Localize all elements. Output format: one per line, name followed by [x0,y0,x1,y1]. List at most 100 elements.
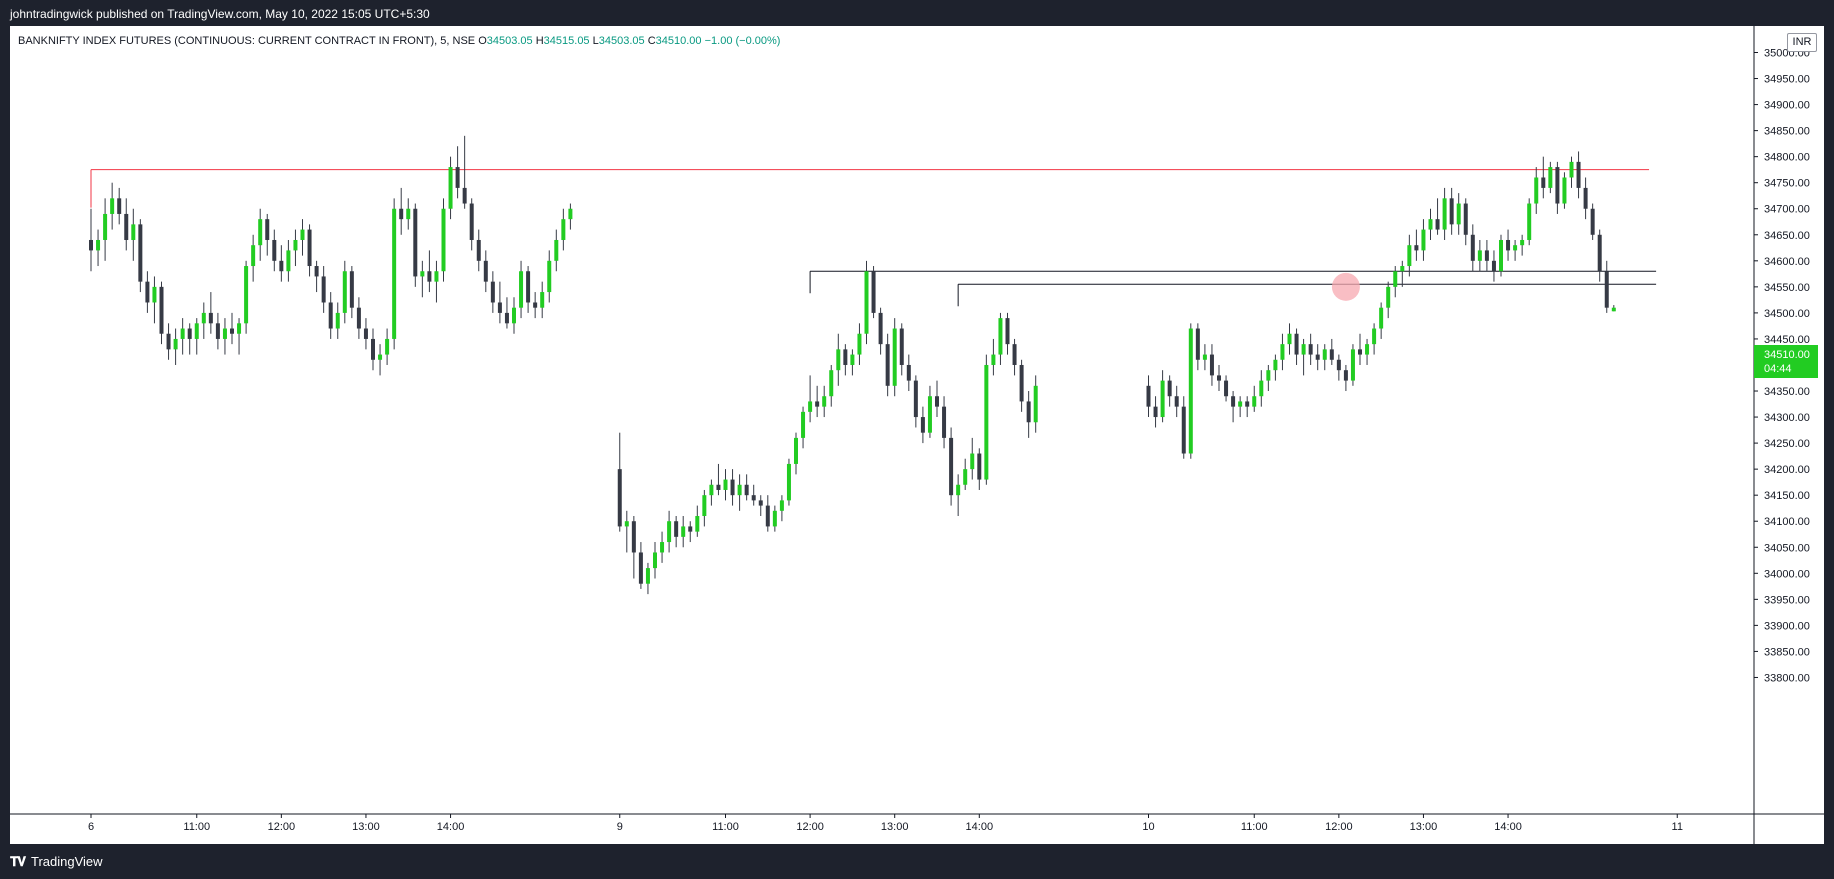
candle-body-up [244,266,249,324]
candle-body-down [145,281,150,303]
candle [385,328,390,365]
candle-body-down [942,406,947,438]
candle [1449,187,1454,235]
candle [1287,323,1292,355]
candle-body-up [420,271,425,277]
candle [779,495,784,522]
candle [512,297,516,334]
chart-frame[interactable]: 35000.00 34950.00 34900.00 34850.00 34800.00… [10,26,1824,844]
candle-body-up [1160,380,1165,418]
candle [89,208,93,272]
candle [1181,396,1186,459]
candle [836,333,841,386]
candle [667,510,672,553]
candle [124,198,129,251]
candle [1477,239,1482,272]
candle-body-down [187,328,192,339]
candle [483,250,488,293]
candle [1033,375,1038,433]
candle [363,318,368,350]
candle [631,516,636,579]
candle-body-down [730,479,735,496]
candle [328,292,333,339]
candle [1590,203,1595,240]
candle-body-down [935,396,939,407]
candle-body-down [1146,385,1151,407]
candle-body-up [1400,266,1405,272]
price-tick-label: 33900.00 [1764,620,1810,632]
candle [730,469,735,506]
candle-body-up [300,229,305,240]
candle-body-down [371,338,375,360]
candle [1308,333,1313,365]
candle-body-down [885,344,890,386]
candle [920,406,925,444]
candle [152,276,157,324]
candle-body-down [843,349,848,365]
candle [674,516,679,548]
candle [949,427,954,506]
price-tick-label: 34350.00 [1764,386,1810,398]
candle-body-up [201,312,206,324]
candle-body-up [378,354,383,360]
candle-body-up [385,338,390,355]
candle [1435,198,1440,235]
candle [1541,156,1546,199]
candle [1421,219,1426,261]
price-axis[interactable]: 35000.0034950.0034900.0034850.0034800.00… [1754,48,1810,685]
candle [441,198,446,282]
change-value: −1.00 (−0.00%) [704,35,781,47]
candle [293,229,298,267]
candle [956,474,961,517]
candle-body-up [857,333,862,355]
candle-body-up [1520,239,1525,246]
chart-canvas[interactable]: 35000.0034950.0034900.0034850.0034800.00… [10,26,1824,844]
candle-body-down [349,271,354,308]
candle-body-up [1252,396,1257,407]
axes [10,26,1824,844]
candle-body-down [758,500,763,506]
candle-body-down [124,213,129,240]
candle-body-up [653,552,657,569]
candle-body-down [469,203,474,240]
candle-body-up [1456,203,1461,225]
candle-body-up [554,239,559,261]
candle-body-down [328,302,333,329]
candle [723,469,728,501]
candle-body-down [117,198,122,214]
candle [1153,396,1158,428]
candle-body-up [1407,245,1412,267]
candle [166,323,171,360]
candle [864,260,869,345]
candle [906,354,911,392]
symbol-legend[interactable]: BANKNIFTY INDEX FUTURES (CONTINUOUS: CUR… [18,35,780,47]
candle [1012,338,1017,376]
candle-body-down [1308,344,1313,355]
candle-body-down [159,286,164,334]
drawn-lines[interactable] [90,169,1657,307]
candle [1294,328,1299,365]
candle-body-up [1259,380,1264,397]
candle [1329,338,1334,365]
candle-body-up [237,323,242,334]
tradingview-logo[interactable]: 𝐓𝐕 TradingView [10,844,103,879]
candle-body-down [617,469,622,527]
candle-body-up [441,208,446,272]
candle [815,385,820,418]
candle-body-down [497,302,502,313]
candle-body-up [779,500,784,511]
candle-body-up [1280,344,1285,360]
candle [1350,344,1355,386]
time-tick-label: 11:00 [1241,821,1268,833]
time-axis[interactable]: 6 11:00 12:00 13:00 14:00 9 11:00 12:00 13:00 14:… [88,814,1683,833]
candle [984,354,989,485]
candle [970,437,975,480]
candle [1372,323,1377,355]
candle [1400,260,1405,287]
candle [885,333,890,397]
time-tick-label: 13:00 [881,821,909,833]
candle [215,312,220,350]
candle [455,146,460,199]
candle [913,375,918,428]
currency-button[interactable]: INR [1787,33,1817,52]
